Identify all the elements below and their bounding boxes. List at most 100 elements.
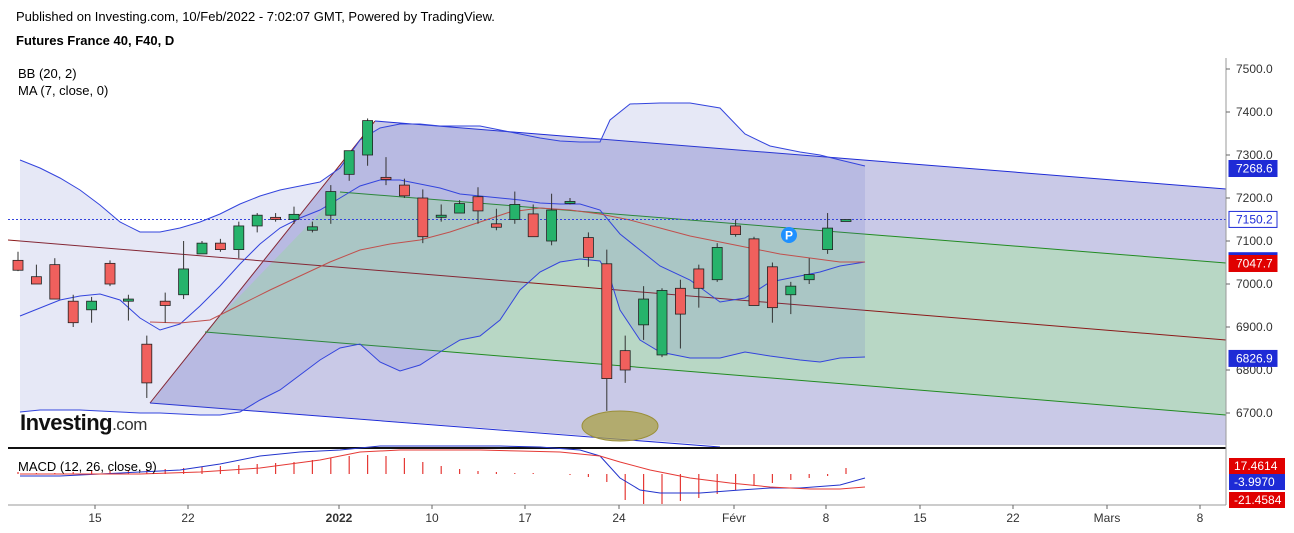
candle [730, 219, 741, 237]
candle [398, 178, 410, 198]
candle-body [509, 204, 521, 220]
candle [104, 260, 116, 287]
candle [490, 208, 502, 231]
candle [638, 286, 649, 340]
candle [822, 213, 833, 254]
price-badge-label: 7047.7 [1236, 256, 1273, 270]
candle-body [435, 214, 447, 218]
candle [509, 191, 521, 224]
candle [840, 219, 852, 222]
candle [711, 243, 723, 282]
candle-body [785, 285, 797, 296]
published-info: Published on Investing.com, 10/Feb/2022 … [16, 9, 495, 24]
candle [251, 213, 263, 233]
candle-body [86, 300, 97, 311]
time-tick-label: 10 [425, 511, 439, 525]
candle [288, 206, 300, 224]
price-badge [1228, 210, 1278, 228]
candle-body [711, 247, 723, 281]
candle [343, 150, 355, 181]
candle-body [159, 300, 171, 306]
candle [362, 118, 374, 166]
price-tick-label: 7500.0 [1236, 62, 1273, 76]
price-badge [1228, 160, 1278, 178]
candle-body [325, 191, 337, 216]
candle-body [214, 242, 226, 250]
candle [675, 279, 686, 349]
candle-body [196, 242, 208, 255]
candle [30, 264, 42, 285]
bb-indicator-label[interactable]: BB (20, 2) [18, 66, 77, 81]
candle [123, 294, 134, 321]
price-badge [1228, 254, 1278, 272]
candle-body [178, 268, 190, 296]
candle [270, 213, 282, 222]
candle [583, 232, 594, 267]
bb-fill [20, 103, 865, 415]
price-tick-label: 7000.0 [1236, 277, 1273, 291]
candle [159, 292, 171, 323]
pitchfork-upper-line [374, 120, 1226, 190]
candle-body [675, 287, 686, 315]
macd-indicator-label[interactable]: MACD (12, 26, close, 9) [18, 459, 157, 474]
candle-body [398, 184, 410, 197]
price-tick-label: 7200.0 [1236, 191, 1273, 205]
candle-body [822, 227, 833, 251]
inner-lower-line [204, 331, 1226, 416]
price-tick-label: 6900.0 [1236, 320, 1273, 334]
candle [141, 335, 153, 398]
candle-body [767, 266, 778, 309]
main-pane: P [8, 102, 1226, 448]
candle-body [288, 213, 300, 220]
macd-pane [17, 445, 866, 504]
candle [214, 238, 226, 252]
candle-body [306, 226, 318, 231]
candle-body [30, 276, 42, 285]
price-badge [1228, 349, 1278, 367]
candle [196, 241, 208, 255]
macd-badge [1229, 474, 1285, 490]
candle-body [638, 298, 649, 326]
investing-logo: Investing.com [20, 410, 147, 436]
candle [767, 262, 778, 323]
candle [12, 251, 24, 272]
logo-suffix: .com [112, 415, 147, 434]
price-badge-label: 7150.2 [1236, 212, 1273, 226]
candle [546, 193, 557, 246]
candle [233, 221, 245, 259]
time-tick-label: 2022 [326, 511, 353, 525]
ma-indicator-label[interactable]: MA (7, close, 0) [18, 83, 109, 98]
time-tick-label: 15 [913, 511, 927, 525]
time-tick-label: 8 [1197, 511, 1204, 525]
candle-body [693, 268, 705, 289]
price-tick-label: 7100.0 [1236, 234, 1273, 248]
candle-body [233, 225, 245, 250]
time-tick-label: Févr [722, 511, 746, 525]
bb-upper-band [19, 102, 866, 233]
candle [178, 241, 190, 300]
candle [693, 264, 705, 308]
candle-body [840, 219, 852, 222]
candle [306, 221, 318, 233]
pitchfork-inner-zone [205, 192, 1226, 415]
macd-line [20, 445, 866, 494]
candle-body [730, 225, 741, 235]
candle [435, 204, 447, 222]
candle-body [362, 120, 374, 156]
candle [417, 189, 429, 244]
candle-body [748, 238, 760, 306]
candle [454, 200, 466, 214]
candle-body [564, 201, 576, 204]
candle-body [656, 290, 668, 356]
candle [527, 204, 539, 238]
pivot-marker [781, 227, 797, 243]
time-tick-label: 8 [823, 511, 830, 525]
price-tick-label: 7300.0 [1236, 148, 1273, 162]
macd-signal-line [20, 449, 866, 490]
candle [325, 185, 337, 224]
candle-body [123, 298, 134, 302]
candle [803, 258, 815, 284]
candle [785, 281, 797, 315]
candle [601, 249, 613, 411]
